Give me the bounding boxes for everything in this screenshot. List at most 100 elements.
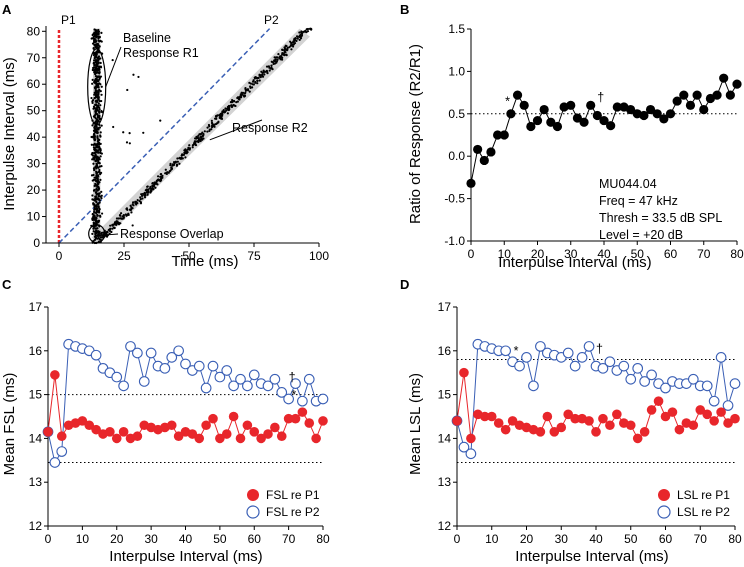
response-r2-spike (268, 66, 271, 69)
panel-d-x-tick-label: 80 (728, 532, 742, 546)
panel-b-x-tick-label: 10 (498, 247, 512, 261)
panel-a-y-tick-label: 80 (27, 24, 41, 38)
response-r2-spike (131, 203, 134, 206)
response-r2-spike (153, 183, 156, 186)
panel-d-y-tick-label: 13 (438, 475, 452, 489)
response-r1-spike (98, 99, 101, 103)
p2-point (159, 362, 171, 374)
response-r1-spike (92, 37, 95, 40)
panel-a-x-tick-label: 0 (56, 249, 63, 263)
response-r2-spike (280, 55, 283, 58)
response-r2-spike (303, 30, 306, 33)
p2-point (583, 341, 595, 352)
response-r2-spike (210, 121, 214, 124)
response-r2-spike (306, 30, 310, 33)
response-r1-spike (99, 90, 102, 93)
p1-point (276, 431, 287, 442)
response-r2-spike (213, 125, 216, 128)
response-r2-spike (275, 61, 278, 64)
response-r1-spike (93, 156, 97, 159)
response-r1-spike (94, 39, 97, 42)
response-r1-spike (95, 232, 98, 235)
ratio-point (639, 110, 649, 121)
p1-point (486, 411, 497, 422)
p1-point (625, 420, 636, 431)
response-r1-spike (96, 116, 100, 119)
response-r2-spike (149, 187, 152, 190)
spontaneous-spike (112, 125, 115, 129)
response-r1-spike (96, 100, 99, 103)
response-r2-spike (139, 196, 142, 199)
p2-point (242, 380, 253, 392)
response-r1-spike (98, 148, 101, 151)
response-r1-spike (93, 68, 96, 72)
response-r1-spike (94, 59, 97, 62)
panel-c-xlabel: Interpulse Interval (ms) (109, 548, 262, 565)
marker-p1-label: P1 (61, 13, 76, 27)
panel-a-y-tick-label: 20 (27, 183, 41, 197)
response-r1-spike (99, 104, 102, 107)
response-r1-spike (93, 129, 97, 132)
marker-p2-label: P2 (264, 13, 279, 27)
spontaneous-spike (122, 131, 125, 134)
p2-point (639, 376, 651, 387)
response-r1-spike (97, 93, 100, 96)
response-r2-spike (194, 140, 197, 143)
panel-b-x-tick-label: 40 (597, 247, 611, 261)
panel-b-letter: B (400, 2, 409, 17)
response-r2-spike (167, 171, 170, 174)
response-r1-spike (98, 146, 101, 150)
response-r1-spike (91, 78, 94, 81)
response-r1-spike (97, 71, 100, 74)
response-r2-spike (268, 69, 271, 72)
panel-a-y-tick-label: 50 (27, 104, 41, 118)
response-r1-spike (98, 151, 102, 154)
panel-b-y-tick-label: -1.0 (444, 234, 465, 248)
response-r1-spike (95, 210, 98, 213)
response-r1-spike (94, 236, 98, 239)
p1-point (77, 416, 88, 426)
response-r2-spike (199, 139, 202, 143)
response-r1-spike (95, 125, 98, 128)
response-r2-spike (256, 79, 259, 82)
p1-point (228, 411, 239, 422)
spontaneous-spike (132, 73, 135, 76)
response-r1-spike (91, 194, 94, 197)
response-r1-spike (97, 30, 101, 33)
response-r2-spike (146, 193, 149, 196)
p1-point (91, 424, 101, 435)
response-r1-spike (98, 45, 101, 48)
response-r2-spike (147, 190, 150, 193)
p2-point (303, 373, 315, 385)
response-r1-spike (98, 111, 101, 114)
response-r1-spike (98, 158, 101, 161)
response-r2-spike (118, 217, 122, 220)
response-r2-spike (254, 80, 257, 84)
p1-point (466, 433, 476, 444)
response-r1-spike (96, 198, 99, 201)
ratio-point (526, 121, 536, 132)
spontaneous-spike (128, 132, 131, 135)
p1-point (201, 420, 211, 431)
response-r1-spike (100, 31, 103, 34)
response-r1-spike (93, 147, 96, 150)
response-r2-spike (178, 162, 181, 165)
ratio-point (579, 117, 589, 127)
panel-d-y-tick-label: 16 (438, 344, 452, 358)
response-r2-spike (221, 111, 224, 114)
response-r1-spike (98, 126, 102, 129)
response-r1-spike (99, 131, 102, 134)
ratio-point (626, 104, 636, 115)
response-r2-spike (206, 126, 209, 129)
response-r2-spike (99, 236, 103, 239)
response-r1-spike (98, 143, 101, 146)
p2-point (458, 441, 470, 453)
response-r1-spike (93, 81, 97, 85)
response-r1-spike (100, 124, 103, 127)
response-r2-spike (188, 144, 191, 147)
overlap-leader (104, 233, 119, 236)
p2-point (618, 360, 630, 372)
response-r2-spike (130, 211, 133, 214)
